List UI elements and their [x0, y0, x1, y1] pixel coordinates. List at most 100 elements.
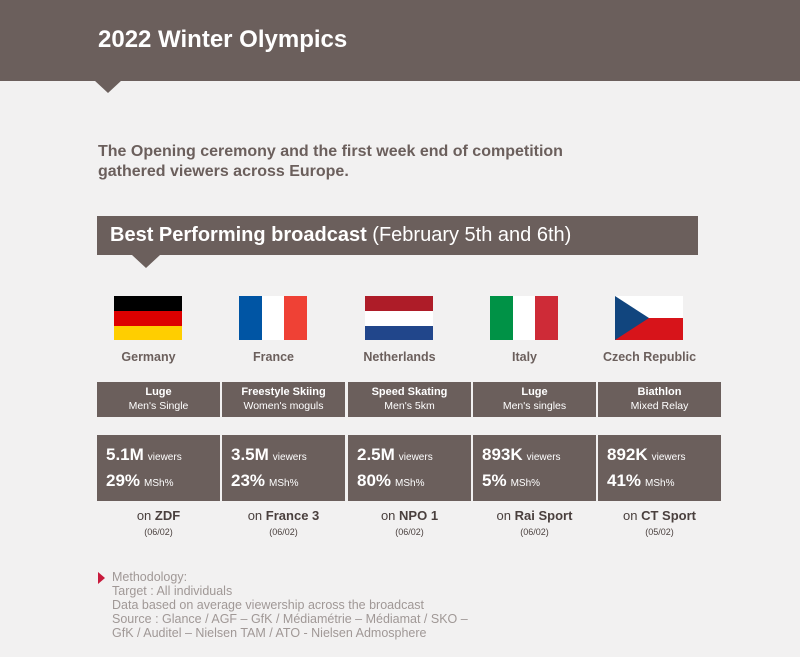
event-detail: Men's Single: [128, 400, 189, 412]
event-detail: Mixed Relay: [630, 400, 689, 412]
stats-box: 893K viewers 5% MSh%: [473, 435, 596, 501]
country-card-france: France Freestyle Skiing Women's moguls 3…: [222, 296, 346, 546]
channel-line: on NPO 1: [348, 508, 471, 523]
country-card-italy: Italy Luge Men's singles 893K viewers 5% M…: [473, 296, 597, 546]
channel-line: on ZDF: [97, 508, 220, 523]
country-card-czech-republic: Czech Republic Biathlon Mixed Relay 892K…: [598, 296, 722, 546]
czech-republic-flag-icon: [615, 296, 683, 340]
country-card-netherlands: Netherlands Speed Skating Men's 5km 2.5M…: [348, 296, 472, 546]
event-sport: Luge: [145, 386, 172, 398]
share-label: MSh%: [395, 478, 425, 489]
section-title-dates: (February 5th and 6th): [372, 224, 572, 246]
stats-box: 892K viewers 41% MSh%: [598, 435, 721, 501]
share-row: 23% MSh%: [231, 471, 298, 491]
share-value: 5%: [482, 471, 507, 490]
viewers-value: 2.5M: [357, 445, 395, 464]
broadcast-date: (05/02): [645, 527, 674, 537]
share-value: 23%: [231, 471, 266, 490]
event-sport: Speed Skating: [371, 386, 448, 398]
viewers-row: 2.5M viewers: [357, 445, 433, 465]
share-row: 80% MSh%: [357, 471, 424, 491]
viewers-row: 893K viewers: [482, 445, 561, 465]
viewers-label: viewers: [398, 452, 433, 463]
broadcast-date: (06/02): [269, 527, 298, 537]
broadcast-date: (06/02): [144, 527, 173, 537]
methodology-source-2: GfK / Auditel – Nielsen TAM / ATO - Niel…: [112, 626, 427, 640]
section-banner: [97, 216, 698, 255]
stats-box: 3.5M viewers 23% MSh%: [222, 435, 345, 501]
page-title: 2022 Winter Olympics: [98, 26, 348, 53]
channel-name: NPO 1: [399, 508, 439, 523]
methodology-source-1: Source : Glance / AGF – GfK / Médiamétri…: [112, 612, 468, 626]
channel-prefix: on: [623, 508, 638, 523]
share-row: 5% MSh%: [482, 471, 540, 491]
country-name: France: [253, 350, 294, 364]
share-value: 29%: [106, 471, 141, 490]
share-label: MSh%: [144, 478, 174, 489]
channel-line: on Rai Sport: [473, 508, 596, 523]
share-value: 41%: [607, 471, 642, 490]
share-label: MSh%: [510, 478, 541, 489]
share-value: 80%: [357, 471, 392, 490]
country-name: Czech Republic: [602, 350, 697, 364]
viewers-value: 5.1M: [106, 445, 144, 464]
country-name: Italy: [511, 350, 537, 364]
event-detail: Men's singles: [502, 400, 567, 412]
event-box: Luge Men's singles: [473, 382, 596, 417]
broadcast-date: (06/02): [395, 527, 424, 537]
channel-name: CT Sport: [641, 508, 696, 523]
viewers-label: viewers: [147, 452, 182, 463]
triangle-marker-icon: [98, 572, 105, 584]
share-label: MSh%: [269, 478, 299, 489]
viewers-row: 5.1M viewers: [106, 445, 182, 465]
viewers-row: 3.5M viewers: [231, 445, 307, 465]
intro-line-1: The Opening ceremony and the first week …: [98, 143, 563, 160]
share-label: MSh%: [645, 478, 675, 489]
viewers-label: viewers: [651, 452, 686, 463]
viewers-value: 3.5M: [231, 445, 269, 464]
viewers-label: viewers: [272, 452, 307, 463]
viewers-value: 892K: [607, 445, 648, 464]
channel-prefix: on: [247, 508, 263, 523]
netherlands-flag-icon: [365, 296, 433, 340]
event-box: Freestyle Skiing Women's moguls: [222, 382, 345, 417]
intro-line-2: gathered viewers across Europe.: [98, 163, 349, 180]
country-card-germany: Germany Luge Men's Single 5.1M viewers 29…: [97, 296, 221, 546]
viewers-label: viewers: [526, 452, 561, 463]
banner-pointer: [132, 255, 160, 268]
country-name: Germany: [121, 350, 176, 364]
methodology-note: Methodology: Target : All individuals Da…: [98, 570, 468, 640]
channel-prefix: on: [136, 508, 152, 523]
header-pointer: [94, 80, 122, 93]
stats-box: 5.1M viewers 29% MSh%: [97, 435, 220, 501]
event-sport: Freestyle Skiing: [241, 386, 326, 398]
channel-line: on CT Sport: [598, 508, 721, 523]
germany-flag-icon: [114, 296, 182, 340]
intro-text: The Opening ceremony and the first week …: [98, 142, 698, 182]
header-bar: [0, 0, 800, 81]
broadcast-date: (06/02): [520, 527, 549, 537]
event-box: Luge Men's Single: [97, 382, 220, 417]
event-box: Speed Skating Men's 5km: [348, 382, 471, 417]
country-name: Netherlands: [363, 350, 436, 364]
france-flag-icon: [239, 296, 307, 340]
methodology-target: Target : All individuals: [112, 584, 233, 598]
viewers-value: 893K: [482, 445, 523, 464]
section-title: Best Performing broadcast (February 5th …: [110, 224, 571, 247]
event-sport: Biathlon: [637, 386, 682, 398]
viewers-row: 892K viewers: [607, 445, 686, 465]
stats-box: 2.5M viewers 80% MSh%: [348, 435, 471, 501]
channel-name: ZDF: [154, 508, 181, 523]
channel-line: on France 3: [222, 508, 345, 523]
event-box: Biathlon Mixed Relay: [598, 382, 721, 417]
methodology-title: Methodology:: [112, 570, 188, 584]
share-row: 29% MSh%: [106, 471, 173, 491]
channel-prefix: on: [380, 508, 396, 523]
channel-name: France 3: [265, 508, 320, 523]
share-row: 41% MSh%: [607, 471, 674, 491]
event-sport: Luge: [521, 386, 548, 398]
event-detail: Women's moguls: [243, 400, 324, 412]
italy-flag-icon: [490, 296, 558, 340]
methodology-basis: Data based on average viewership across …: [112, 598, 424, 612]
event-detail: Men's 5km: [384, 400, 435, 412]
